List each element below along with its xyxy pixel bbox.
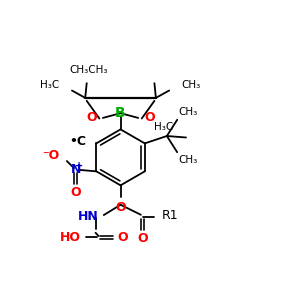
Text: H₃C: H₃C (40, 80, 59, 90)
Text: H₃C: H₃C (154, 122, 173, 132)
Text: N: N (70, 164, 81, 176)
Text: •C: •C (70, 135, 87, 148)
Text: O: O (115, 201, 126, 214)
Text: HO: HO (60, 231, 81, 244)
Text: CH₃CH₃: CH₃CH₃ (69, 65, 107, 75)
Text: O: O (118, 231, 128, 244)
Text: O: O (137, 232, 148, 245)
Text: HN: HN (78, 210, 98, 223)
Text: O: O (144, 111, 155, 124)
Text: O: O (70, 186, 81, 199)
Text: +: + (75, 161, 83, 171)
Text: CH₃: CH₃ (178, 107, 198, 117)
Text: O: O (86, 111, 97, 124)
Text: ⁻O: ⁻O (42, 149, 59, 162)
Text: B: B (115, 106, 126, 120)
Text: R1: R1 (162, 208, 178, 222)
Text: CH₃: CH₃ (178, 155, 198, 165)
Text: CH₃: CH₃ (182, 80, 201, 90)
